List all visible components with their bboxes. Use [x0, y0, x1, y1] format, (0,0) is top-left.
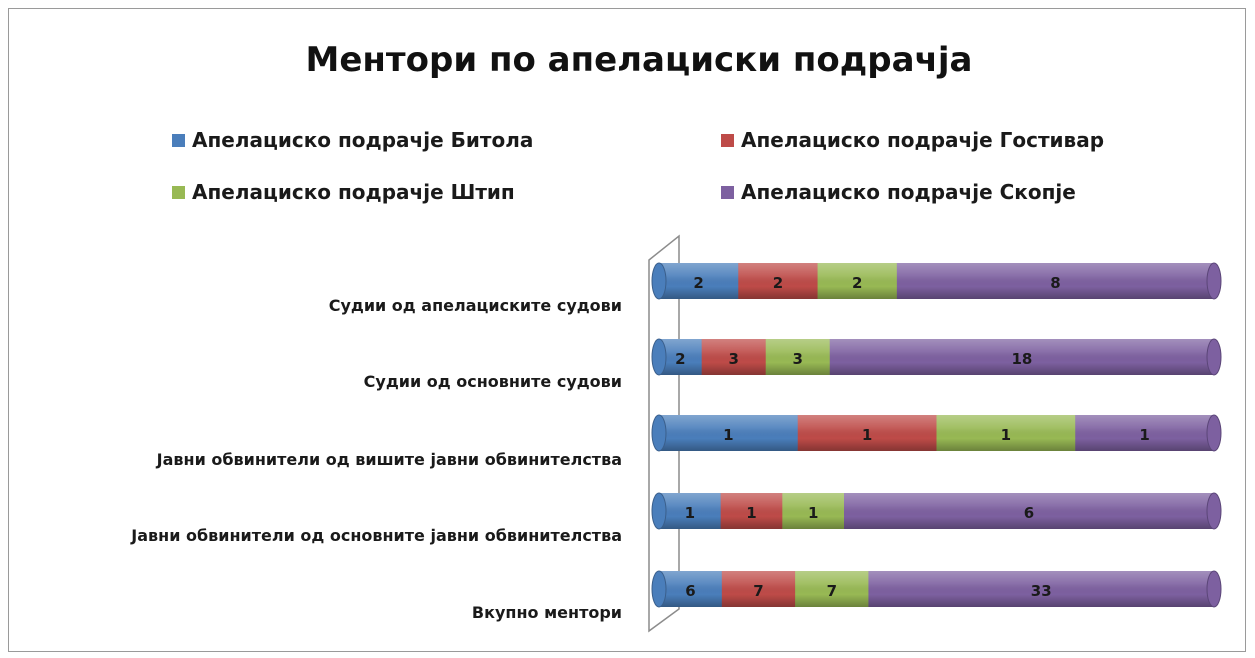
chart-title: Ментори по апелациски подрачја — [306, 40, 973, 80]
legend-swatch — [172, 134, 185, 147]
data-label: 1 — [746, 504, 756, 522]
bar-end-cap — [1206, 262, 1222, 300]
bar-segment-shading — [817, 263, 898, 299]
category-axis-wall — [648, 234, 680, 633]
legend-swatch — [721, 186, 734, 199]
bar-segment-shading — [721, 571, 797, 607]
bar-segment: 3 — [765, 339, 831, 375]
bar-segment-shading — [795, 571, 870, 607]
data-label: 7 — [827, 582, 837, 600]
data-label: 1 — [723, 426, 733, 444]
bar-segment: 18 — [829, 338, 1222, 376]
bar-segment-shading — [659, 263, 740, 299]
bar-segment: 1 — [782, 493, 845, 529]
bar-segment-shading — [720, 493, 784, 529]
bar-segment: 7 — [795, 571, 870, 607]
bar-start-cap — [651, 262, 667, 300]
legend-swatch — [172, 186, 185, 199]
bar-start-cap — [651, 492, 667, 530]
bar-end-cap — [1206, 570, 1222, 608]
data-label: 18 — [1011, 350, 1032, 368]
bar-segment-shading — [782, 493, 845, 529]
bar-segment: 2 — [738, 263, 819, 299]
bar-end-cap — [1206, 414, 1222, 452]
bar-segment-shading — [829, 339, 1214, 375]
bar-end-cap — [1206, 338, 1222, 376]
data-label: 6 — [1024, 504, 1034, 522]
stacked-bar-chart: Ментори по апелациски подрачја Апелациск… — [130, 40, 1222, 633]
data-label: 1 — [1001, 426, 1011, 444]
bar-segment: 1 — [936, 415, 1077, 451]
data-label: 2 — [693, 274, 703, 292]
legend-label: Апелациско подрачје Гостивар — [741, 128, 1104, 152]
legend-label: Апелациско подрачје Скопје — [741, 180, 1076, 204]
bar-segment: 33 — [868, 570, 1222, 608]
data-label: 3 — [728, 350, 738, 368]
bar-segment-shading — [797, 415, 938, 451]
bar-segment-shading — [896, 263, 1214, 299]
legend-swatch — [721, 134, 734, 147]
bar-segment-shading — [738, 263, 819, 299]
bar-segment-shading — [659, 493, 722, 529]
bar-segment-shading — [844, 493, 1214, 529]
bar-segment-shading — [659, 415, 799, 451]
category-label: Вкупно ментори — [472, 603, 622, 622]
bar-segment: 1 — [1075, 414, 1222, 452]
legend-label: Апелациско подрачје Штип — [192, 180, 515, 204]
bar-segment-shading — [868, 571, 1214, 607]
bar-start-cap — [651, 570, 667, 608]
category-label: Судии од основните судови — [364, 372, 622, 391]
bar-segment-shading — [659, 571, 723, 607]
bar-segment: 3 — [701, 339, 767, 375]
bar-segment: 1 — [797, 415, 938, 451]
category-labels: Судии од апелациските судови Судии од осн… — [130, 296, 622, 622]
bar-start-cap — [651, 338, 667, 376]
bar-segment: 1 — [659, 493, 722, 529]
bar-segment: 6 — [659, 571, 723, 607]
bar-segment-shading — [701, 339, 767, 375]
bar-segment-shading — [936, 415, 1077, 451]
data-label: 3 — [793, 350, 803, 368]
data-label: 1 — [1139, 426, 1149, 444]
bar-end-cap — [1206, 492, 1222, 530]
data-label: 1 — [862, 426, 872, 444]
data-label: 1 — [685, 504, 695, 522]
data-label: 6 — [685, 582, 695, 600]
bar-segment: 6 — [844, 492, 1222, 530]
legend-label: Апелациско подрачје Битола — [192, 128, 533, 152]
bar-segment: 7 — [721, 571, 797, 607]
bar-segment: 2 — [659, 263, 740, 299]
bar-segment-shading — [1075, 415, 1214, 451]
chart-legend: Апелациско подрачје Битола Апелациско под… — [172, 128, 1104, 204]
data-label: 2 — [773, 274, 783, 292]
bar-segment: 1 — [659, 415, 799, 451]
category-label: Судии од апелациските судови — [329, 296, 622, 315]
bar-start-cap — [651, 414, 667, 452]
data-label: 2 — [852, 274, 862, 292]
bar-segment: 8 — [896, 262, 1222, 300]
bar-segment: 1 — [720, 493, 784, 529]
bars: 2 2 2 82 3 3 181 1 1 11 1 1 66 7 7 33 — [651, 262, 1222, 608]
data-label: 1 — [808, 504, 818, 522]
category-label: Јавни обвинители од вишите јавни обвинит… — [156, 450, 622, 469]
bar-segment-shading — [765, 339, 831, 375]
chart-frame: Ментори по апелациски подрачја Апелациск… — [8, 8, 1246, 652]
data-label: 7 — [753, 582, 763, 600]
data-label: 33 — [1031, 582, 1052, 600]
data-label: 8 — [1050, 274, 1060, 292]
data-label: 2 — [675, 350, 685, 368]
category-label: Јавни обвинители од основните јавни обви… — [130, 526, 622, 545]
bar-segment: 2 — [817, 263, 898, 299]
